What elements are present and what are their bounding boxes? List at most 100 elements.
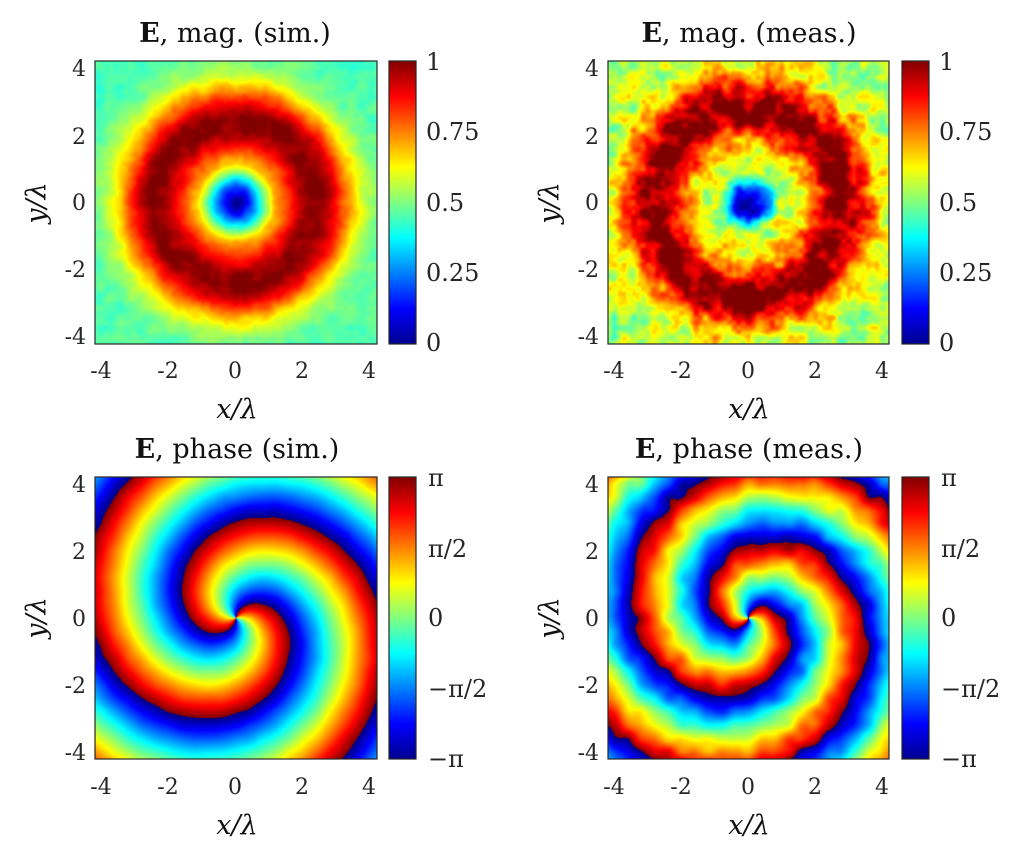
panel-mag-meas: E, mag. (meas.) -4 -2 0 2 4 4 2 0 -2 -4 … xyxy=(534,18,992,425)
y-tick-label: 4 xyxy=(585,473,599,498)
y-tick-label: 0 xyxy=(585,607,599,632)
panel-mag-sim: E, mag. (sim.) -4 -2 0 2 4 4 2 0 -2 -4 x… xyxy=(21,18,479,425)
colorbar-tick-label: 1 xyxy=(939,48,954,76)
colorbar-frame xyxy=(901,60,930,345)
x-tick-label: 2 xyxy=(295,359,309,384)
y-tick-label: 2 xyxy=(72,540,86,565)
x-tick-label: 2 xyxy=(808,775,822,800)
colorbar-tick-label: π/2 xyxy=(941,535,980,563)
x-ticks: -4 -2 0 2 4 xyxy=(90,359,376,384)
x-tick-label: 0 xyxy=(741,359,755,384)
x-tick-label: 0 xyxy=(228,359,242,384)
panel-phase-sim: E, phase (sim.) -4 -2 0 2 4 4 2 0 -2 -4 … xyxy=(21,434,487,841)
x-tick-label: -4 xyxy=(90,359,111,384)
y-tick-label: 0 xyxy=(72,191,86,216)
heatmap-canvas xyxy=(95,61,377,344)
y-tick-label: 4 xyxy=(585,57,599,82)
y-tick-label: -4 xyxy=(65,741,86,766)
colorbar-tick-label: 0 xyxy=(939,329,954,357)
y-axis-label: y/λ xyxy=(534,182,565,224)
y-tick-label: -4 xyxy=(578,325,599,350)
colorbar-tick-label: 0.25 xyxy=(426,259,479,287)
colorbar xyxy=(389,477,416,759)
x-axis-label: x/λ xyxy=(216,810,257,841)
x-tick-label: -2 xyxy=(157,775,178,800)
panel-title: E, mag. (sim.) xyxy=(139,18,331,49)
y-tick-label: -2 xyxy=(65,674,86,699)
y-tick-label: 0 xyxy=(72,607,86,632)
colorbar-tick-label: −π xyxy=(428,745,464,773)
x-tick-label: -4 xyxy=(603,359,624,384)
colorbar-tick-label: π xyxy=(428,464,444,492)
plot-frame xyxy=(607,476,890,760)
y-axis-label: y/λ xyxy=(21,597,52,639)
y-axis-label: y/λ xyxy=(21,182,52,224)
heatmap-canvas xyxy=(95,477,377,759)
colorbar-tick-label: 0.5 xyxy=(939,189,977,217)
panel-title: E, phase (meas.) xyxy=(635,434,863,465)
x-tick-label: 2 xyxy=(808,359,822,384)
y-tick-label: 0 xyxy=(585,191,599,216)
x-ticks: -4 -2 0 2 4 xyxy=(90,775,376,800)
colorbar-tick-label: −π xyxy=(941,745,977,773)
y-tick-label: 4 xyxy=(72,473,86,498)
colorbar-tick-label: 0 xyxy=(428,604,443,632)
colorbar-tick-label: 0 xyxy=(941,604,956,632)
x-axis-label: x/λ xyxy=(728,810,769,841)
colorbar-tick-label: π/2 xyxy=(428,535,467,563)
colorbar-tick-label: 0.5 xyxy=(426,189,464,217)
x-axis-label: x/λ xyxy=(728,394,769,425)
panel-title: E, phase (sim.) xyxy=(135,434,340,465)
y-tick-label: -2 xyxy=(578,674,599,699)
y-tick-label: 2 xyxy=(585,125,599,150)
x-tick-label: 4 xyxy=(875,775,889,800)
x-tick-label: 4 xyxy=(875,359,889,384)
plot-frame xyxy=(94,60,378,345)
x-tick-label: -4 xyxy=(603,775,624,800)
y-ticks: 4 2 0 -2 -4 xyxy=(65,57,86,350)
x-axis-label: x/λ xyxy=(216,394,257,425)
y-tick-label: 2 xyxy=(585,540,599,565)
y-tick-label: -2 xyxy=(578,258,599,283)
x-tick-label: 0 xyxy=(228,775,242,800)
x-tick-label: -2 xyxy=(157,359,178,384)
y-tick-label: -4 xyxy=(65,325,86,350)
x-tick-label: 4 xyxy=(362,775,376,800)
x-tick-label: 2 xyxy=(295,775,309,800)
colorbar xyxy=(902,477,929,759)
y-tick-label: -4 xyxy=(578,741,599,766)
y-axis-label: y/λ xyxy=(534,597,565,639)
colorbar xyxy=(902,61,929,344)
colorbar-tick-label: 0 xyxy=(426,329,441,357)
colorbar-frame xyxy=(388,60,417,345)
x-ticks: -4 -2 0 2 4 xyxy=(603,359,889,384)
y-tick-label: 4 xyxy=(72,57,86,82)
colorbar-tick-label: 1 xyxy=(426,48,441,76)
colorbar-tick-label: 0.75 xyxy=(939,118,992,146)
colorbar-frame xyxy=(901,476,930,760)
colorbar-frame xyxy=(388,476,417,760)
x-tick-label: -2 xyxy=(670,359,691,384)
colorbar-tick-label: 0.25 xyxy=(939,259,992,287)
panel-phase-meas: E, phase (meas.) -4 -2 0 2 4 4 2 0 -2 -4… xyxy=(534,434,1000,841)
x-tick-label: -2 xyxy=(670,775,691,800)
plot-frame xyxy=(94,476,378,760)
x-ticks: -4 -2 0 2 4 xyxy=(603,775,889,800)
y-ticks: 4 2 0 -2 -4 xyxy=(578,473,599,766)
x-tick-label: 0 xyxy=(741,775,755,800)
heatmap-canvas xyxy=(608,477,889,759)
colorbar-tick-label: 0.75 xyxy=(426,118,479,146)
x-tick-label: 4 xyxy=(362,359,376,384)
heatmap-canvas xyxy=(608,61,889,344)
colorbar xyxy=(389,61,416,344)
x-tick-label: -4 xyxy=(90,775,111,800)
colorbar-tick-label: −π/2 xyxy=(941,675,1000,703)
y-ticks: 4 2 0 -2 -4 xyxy=(65,473,86,766)
y-tick-label: -2 xyxy=(65,258,86,283)
y-tick-label: 2 xyxy=(72,125,86,150)
y-ticks: 4 2 0 -2 -4 xyxy=(578,57,599,350)
plot-frame xyxy=(607,60,890,345)
colorbar-tick-label: −π/2 xyxy=(428,675,487,703)
panel-title: E, mag. (meas.) xyxy=(641,18,856,49)
